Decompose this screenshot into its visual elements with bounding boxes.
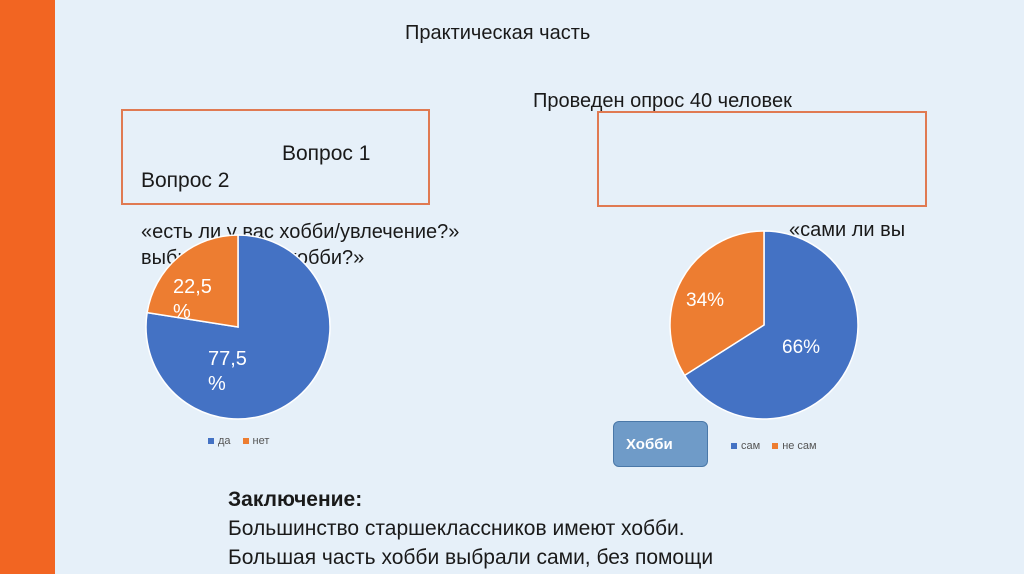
legend-label-ne-sam: не сам bbox=[782, 440, 817, 452]
legend-swatch-sam bbox=[731, 443, 737, 449]
legend-label-sam: сам bbox=[741, 440, 761, 452]
accent-bar bbox=[0, 0, 55, 574]
pie-slice-1 bbox=[146, 234, 239, 328]
conclusion-line1: Большинство старшеклассников имеют хобби… bbox=[228, 517, 685, 540]
survey-note: Проведен опрос 40 человек bbox=[533, 90, 792, 112]
pie-chart-hobby-slices: 77,5 % 22,5% bbox=[145, 234, 331, 420]
legend-pie2: сам не сам bbox=[731, 440, 825, 452]
pie-chart-self-chosen: 66% 34% bbox=[669, 230, 859, 420]
legend-label-net: нет bbox=[252, 435, 270, 447]
hobby-button[interactable]: Хобби bbox=[613, 421, 708, 467]
data-label-1: 34% bbox=[686, 290, 724, 311]
conclusion: Заключение: Большинство старшеклассников… bbox=[228, 485, 713, 572]
legend-swatch-ne-sam bbox=[772, 443, 779, 449]
conclusion-heading: Заключение: bbox=[228, 488, 363, 511]
question-box-left bbox=[121, 109, 430, 205]
legend-pie1: да нет bbox=[208, 435, 277, 447]
data-label-0: 77,5% bbox=[208, 348, 247, 395]
question2-label: Вопрос 2 bbox=[141, 169, 230, 192]
pie-slice-1 bbox=[669, 230, 765, 377]
legend-swatch-da bbox=[208, 438, 214, 444]
question-box-right bbox=[597, 111, 927, 207]
data-label-1: 22,5% bbox=[173, 276, 212, 323]
slide-title: Практическая часть bbox=[405, 22, 591, 44]
conclusion-line2: Большая часть хобби выбрали сами, без по… bbox=[228, 546, 714, 569]
pie-slice-0 bbox=[145, 234, 331, 420]
data-label-0: 66% bbox=[782, 337, 820, 358]
legend-label-da: да bbox=[218, 435, 231, 447]
question2-text: «сами ли вы bbox=[789, 219, 906, 241]
legend-swatch-net bbox=[242, 438, 249, 444]
pie-slice-0 bbox=[683, 230, 859, 420]
question1-label: Вопрос 1 bbox=[282, 142, 371, 165]
